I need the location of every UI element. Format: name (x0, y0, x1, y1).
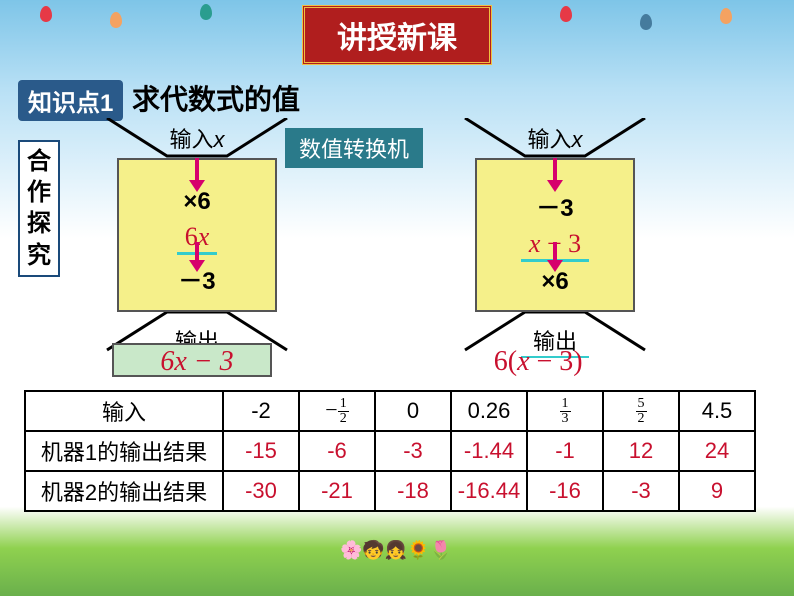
machine-2: 输入x －3 x − 3 ×6 输出 6(x − 3) (450, 118, 660, 352)
m2-funnel-top: 输入x (450, 118, 660, 158)
io-table: 输入 -2 −12 0 0.26 13 52 4.5 机器1的输出结果 -15 … (24, 390, 756, 512)
m2-result: 6(x − 3) (494, 346, 583, 378)
machine-1: 输入x ×6 6x －3 输出 6x − 3 (92, 118, 302, 352)
input-cell: 0.26 (451, 391, 527, 431)
m1-funnel-top: 输入x (92, 118, 302, 158)
m1-input-label: 输入x (169, 122, 224, 154)
input-cell: -2 (223, 391, 299, 431)
input-cell: 13 (527, 391, 603, 431)
row-header-m2: 机器2的输出结果 (25, 471, 223, 511)
row-header-m1: 机器1的输出结果 (25, 431, 223, 471)
grass-decoration: 🌸🧒👧🌻🌷 (340, 540, 452, 561)
lesson-title-banner: 讲授新课 (302, 5, 492, 65)
m2-box: －3 x − 3 ×6 (475, 158, 635, 312)
table-row-input: 输入 -2 −12 0 0.26 13 52 4.5 (25, 391, 755, 431)
knowledge-point-badge: 知识点1 (18, 80, 123, 121)
m2-op1: －3 (477, 188, 633, 223)
m2-op2: ×6 (477, 268, 633, 296)
m1-box: ×6 6x －3 (117, 158, 277, 312)
m2-input-label: 输入x (527, 122, 582, 154)
knowledge-point-title: 求代数式的值 (132, 78, 300, 118)
row-header-input: 输入 (25, 391, 223, 431)
m1-op1: ×6 (119, 188, 275, 216)
m1-result: 6x − 3 (160, 346, 233, 378)
input-cell: −12 (299, 391, 375, 431)
table-row-m1: 机器1的输出结果 -15 -6 -3 -1.44 -1 12 24 (25, 431, 755, 471)
input-cell: 0 (375, 391, 451, 431)
input-cell: 4.5 (679, 391, 755, 431)
input-cell: 52 (603, 391, 679, 431)
cooperation-label: 合作探究 (18, 140, 60, 277)
table-row-m2: 机器2的输出结果 -30 -21 -18 -16.44 -16 -3 9 (25, 471, 755, 511)
